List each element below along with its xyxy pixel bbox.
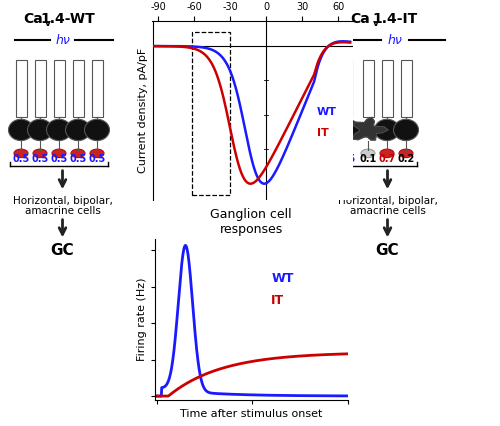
Bar: [92, 60, 102, 117]
Bar: [72, 60, 84, 117]
Text: 0.5: 0.5: [50, 154, 68, 164]
Text: hν: hν: [55, 34, 70, 47]
Bar: [54, 60, 64, 117]
Text: GC: GC: [376, 243, 400, 259]
Text: hν: hν: [388, 34, 402, 47]
Text: IT: IT: [316, 127, 328, 138]
Text: Ca: Ca: [350, 12, 370, 26]
Ellipse shape: [334, 119, 359, 141]
Ellipse shape: [374, 119, 400, 141]
Text: 0.1: 0.1: [360, 154, 376, 164]
Text: 0.5: 0.5: [338, 154, 355, 164]
X-axis label: Time after stimulus onset: Time after stimulus onset: [180, 409, 322, 419]
Title: Ganglion cell
responses: Ganglion cell responses: [210, 208, 292, 236]
Ellipse shape: [52, 149, 66, 158]
Ellipse shape: [66, 119, 90, 141]
Text: 1.4-IT: 1.4-IT: [372, 12, 418, 26]
Ellipse shape: [8, 119, 34, 141]
Bar: [16, 60, 26, 117]
Text: 0.2: 0.2: [398, 154, 414, 164]
Text: 0.5: 0.5: [12, 154, 29, 164]
Bar: [400, 60, 411, 117]
Ellipse shape: [394, 119, 418, 141]
Bar: [342, 60, 352, 117]
Ellipse shape: [399, 149, 413, 158]
Ellipse shape: [380, 149, 394, 158]
Ellipse shape: [14, 149, 28, 158]
Text: GC: GC: [50, 243, 74, 259]
Ellipse shape: [46, 119, 72, 141]
Text: 1.4-WT: 1.4-WT: [40, 12, 95, 26]
Text: 0.5: 0.5: [32, 154, 48, 164]
Y-axis label: Firing rate (Hz): Firing rate (Hz): [136, 278, 146, 361]
Ellipse shape: [342, 147, 352, 153]
Ellipse shape: [90, 149, 104, 158]
Text: 0.7: 0.7: [378, 154, 396, 164]
Text: Ca: Ca: [23, 12, 42, 26]
Text: 0.5: 0.5: [70, 154, 86, 164]
Bar: [192, 32, 230, 195]
Bar: [382, 60, 392, 117]
Bar: [34, 60, 46, 117]
Bar: [362, 60, 374, 117]
Ellipse shape: [33, 149, 47, 158]
Ellipse shape: [344, 149, 350, 152]
Text: IT: IT: [272, 294, 284, 307]
Text: WT: WT: [316, 107, 336, 117]
Text: amacrine cells: amacrine cells: [350, 206, 426, 216]
Ellipse shape: [71, 149, 85, 158]
Y-axis label: Current density, pA/pF: Current density, pA/pF: [138, 48, 148, 173]
Text: 0.5: 0.5: [88, 154, 106, 164]
Text: v: v: [372, 18, 378, 28]
Ellipse shape: [84, 119, 110, 141]
Text: v: v: [45, 18, 51, 28]
Ellipse shape: [361, 149, 375, 158]
Polygon shape: [352, 118, 388, 140]
Text: Horizontal, bipolar,: Horizontal, bipolar,: [12, 196, 112, 206]
Text: amacrine cells: amacrine cells: [24, 206, 101, 216]
Text: WT: WT: [272, 272, 293, 285]
Ellipse shape: [28, 119, 52, 141]
Text: Horizontal, bipolar,: Horizontal, bipolar,: [338, 196, 438, 206]
